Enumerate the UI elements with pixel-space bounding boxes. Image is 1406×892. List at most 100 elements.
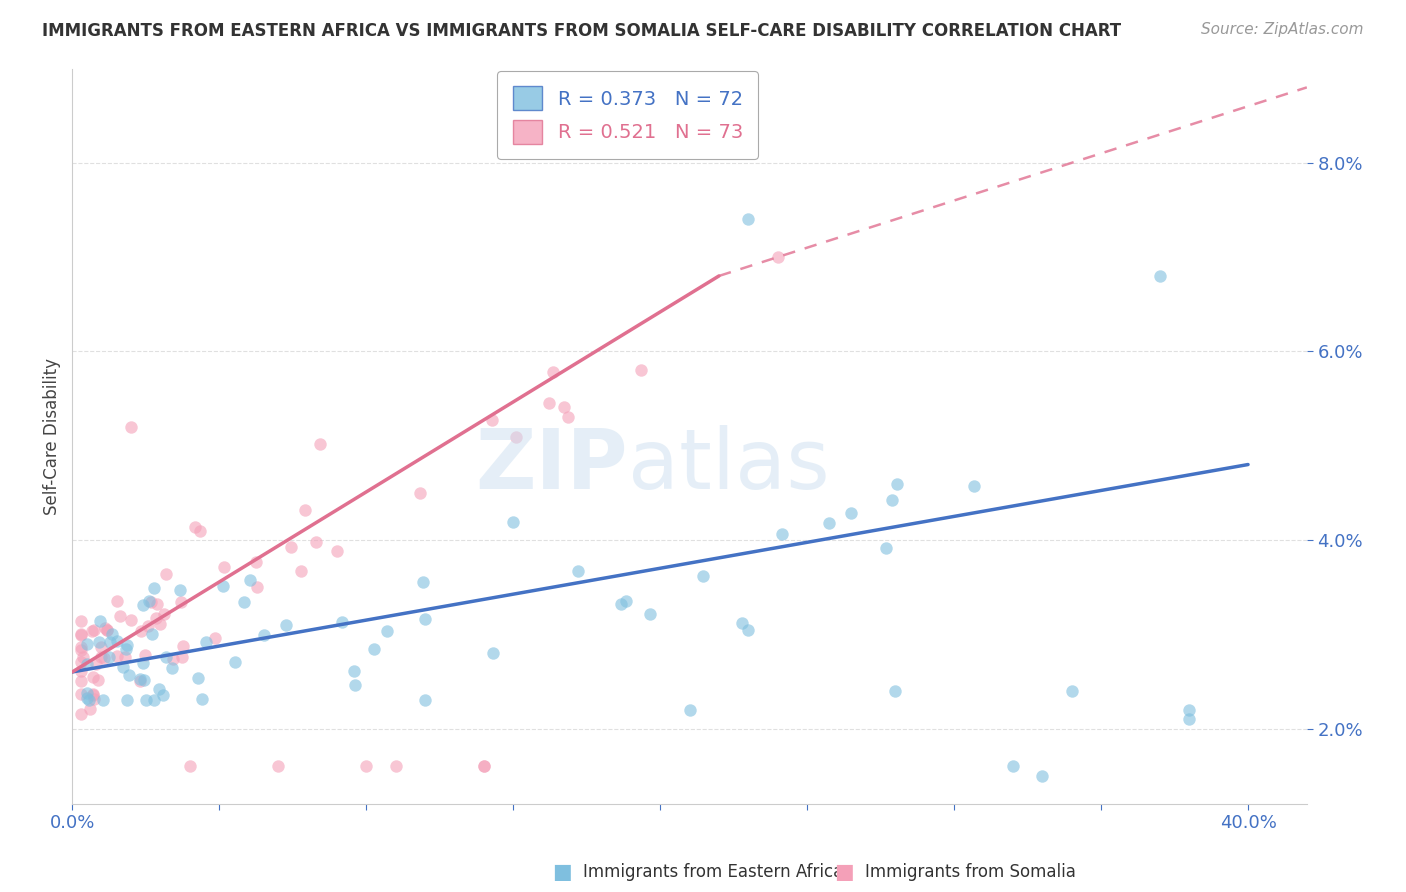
Point (70, 628, 93, 642)
Point (276, 617, 298, 632)
Point (1178, 712, 1201, 726)
Point (129, 624, 152, 639)
Point (134, 648, 156, 662)
Point (886, 476, 908, 491)
Point (146, 597, 169, 611)
Point (224, 656, 246, 670)
Point (70, 615, 93, 629)
Point (413, 612, 436, 626)
Point (553, 400, 575, 414)
Point (89, 640, 111, 654)
Point (79, 701, 101, 715)
Point (818, 516, 841, 530)
Point (141, 627, 163, 641)
Point (543, 365, 565, 379)
Point (145, 611, 167, 625)
Point (138, 593, 160, 607)
Text: IMMIGRANTS FROM EASTERN AFRICA VS IMMIGRANTS FROM SOMALIA SELF-CARE DISABILITY C: IMMIGRANTS FROM EASTERN AFRICA VS IMMIGR… (42, 22, 1122, 40)
Point (538, 395, 561, 409)
Point (875, 541, 897, 555)
Point (170, 595, 193, 609)
Point (375, 624, 398, 639)
Text: Source: ZipAtlas.com: Source: ZipAtlas.com (1201, 22, 1364, 37)
Point (105, 648, 128, 663)
Point (93, 650, 115, 665)
Point (98, 634, 121, 648)
Point (90, 649, 112, 664)
Point (132, 657, 155, 671)
Point (83, 692, 105, 706)
Point (413, 693, 436, 707)
Point (115, 693, 138, 707)
Point (204, 632, 226, 646)
Point (187, 671, 209, 685)
Point (129, 672, 152, 686)
Point (692, 568, 714, 582)
Point (72, 649, 94, 664)
Point (134, 673, 156, 687)
Point (188, 524, 211, 538)
Point (89, 614, 111, 628)
Point (184, 520, 207, 534)
Point (610, 598, 633, 612)
Point (239, 573, 262, 587)
Point (77, 693, 100, 707)
Point (70, 627, 93, 641)
Point (194, 635, 217, 649)
Point (135, 693, 157, 707)
Point (1149, 268, 1171, 283)
Point (70, 665, 93, 679)
Point (412, 575, 434, 590)
Point (481, 413, 503, 427)
Point (170, 650, 193, 665)
Text: ■: ■ (553, 863, 572, 882)
Point (76, 657, 98, 671)
Point (152, 689, 174, 703)
Point (267, 759, 290, 773)
Point (94, 621, 117, 635)
Point (214, 559, 236, 574)
Point (737, 212, 759, 227)
Point (1060, 683, 1083, 698)
Text: ZIP: ZIP (475, 425, 628, 506)
Point (169, 582, 191, 597)
Point (630, 363, 652, 377)
Point (280, 540, 302, 554)
Point (114, 642, 136, 657)
Point (82, 670, 104, 684)
Point (70, 687, 93, 701)
Point (772, 527, 794, 541)
Point (120, 420, 142, 434)
Point (766, 250, 789, 264)
Point (98, 650, 121, 665)
Point (245, 555, 267, 569)
Point (84, 657, 107, 671)
Point (343, 664, 366, 678)
Point (136, 619, 159, 633)
Point (614, 593, 637, 607)
Point (330, 615, 353, 630)
Point (179, 759, 201, 773)
Point (155, 566, 177, 581)
Text: ■: ■ (834, 863, 853, 882)
Point (481, 646, 503, 660)
Text: Immigrants from Somalia: Immigrants from Somalia (865, 863, 1076, 881)
Point (76, 691, 98, 706)
Point (70, 643, 93, 657)
Point (96, 623, 118, 637)
Legend: R = 0.373   N = 72, R = 0.521   N = 73: R = 0.373 N = 72, R = 0.521 N = 73 (498, 70, 758, 159)
Point (155, 650, 177, 665)
Point (409, 486, 432, 500)
Point (384, 759, 406, 773)
Point (638, 607, 661, 621)
Point (87, 673, 110, 687)
Point (567, 564, 589, 578)
Point (120, 613, 142, 627)
Point (172, 639, 194, 653)
Point (1178, 703, 1201, 717)
Point (343, 678, 366, 692)
Point (290, 565, 312, 579)
Point (472, 759, 495, 773)
Point (1031, 769, 1053, 783)
Point (294, 503, 316, 517)
